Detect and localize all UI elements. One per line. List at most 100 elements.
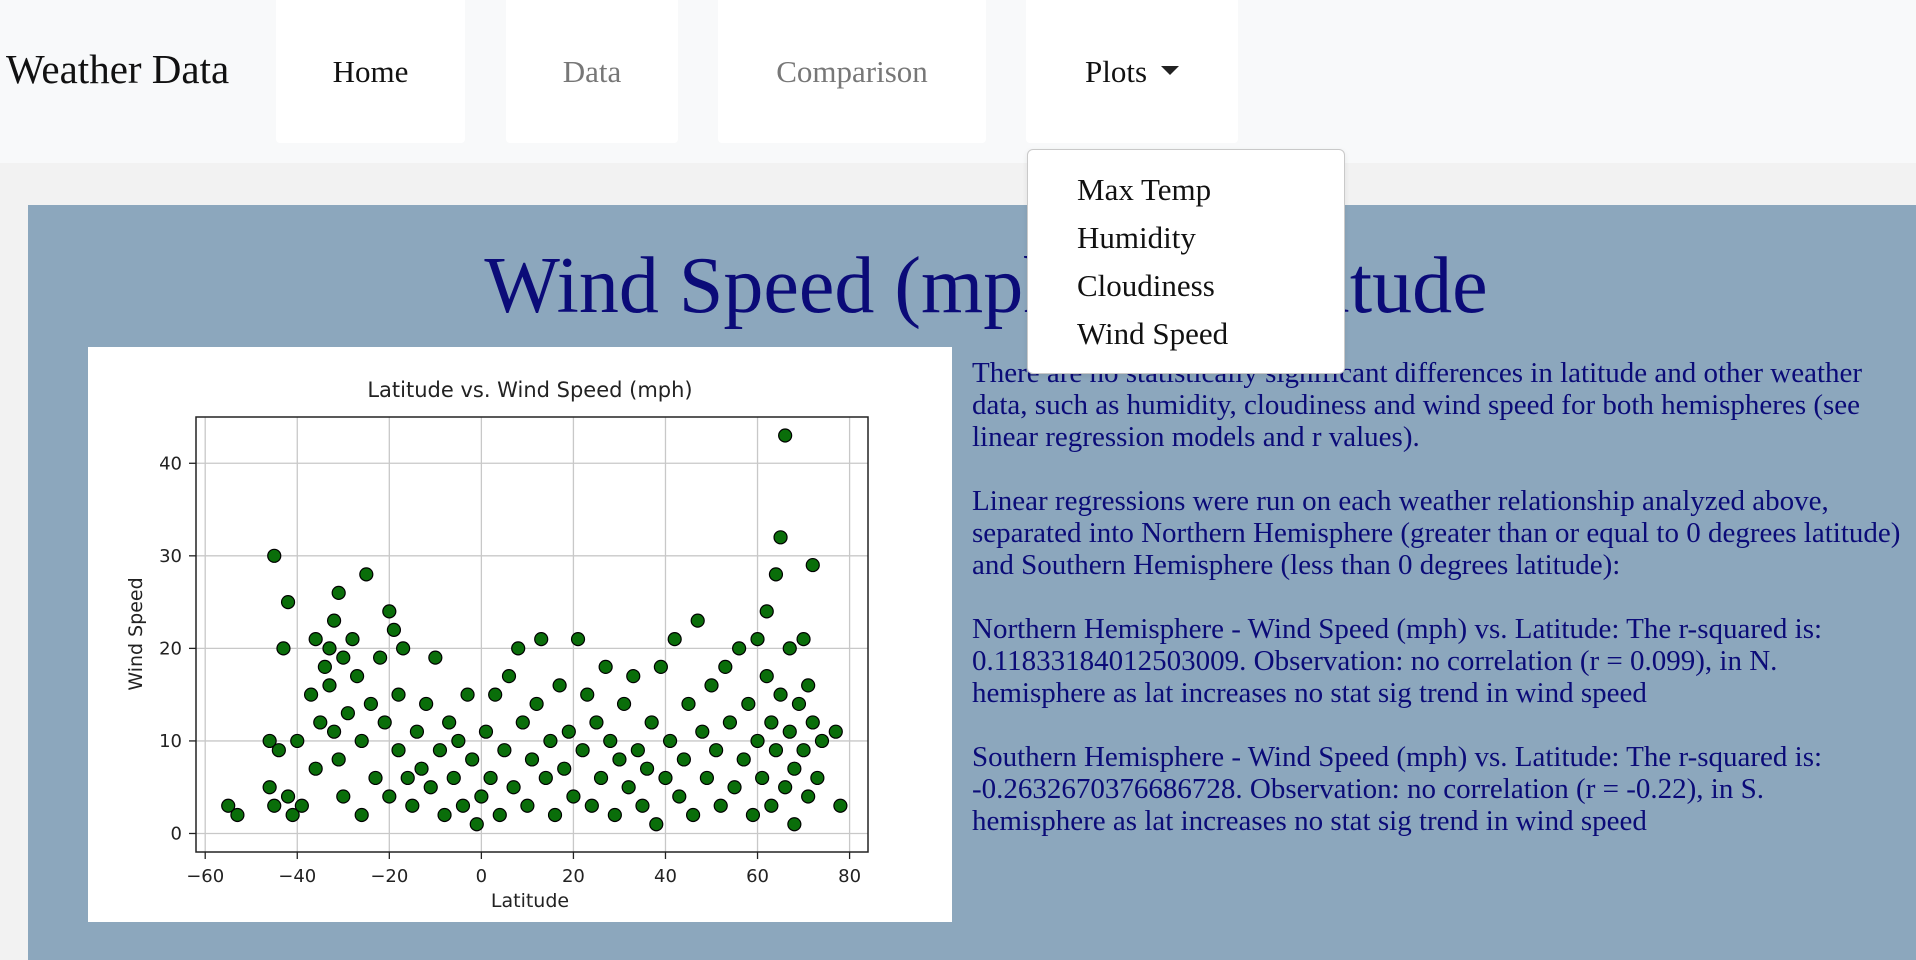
data-point (230, 807, 245, 823)
data-point (612, 752, 627, 767)
dropdown-item-max-temp[interactable]: Max Temp (1077, 172, 1212, 207)
data-point (722, 715, 738, 730)
data-point (649, 817, 664, 832)
chart-title: Latitude vs. Wind Speed (mph) (367, 378, 692, 402)
data-point (414, 761, 429, 776)
data-point (515, 715, 530, 730)
data-point (570, 632, 586, 647)
data-point (566, 789, 581, 804)
nav-home[interactable]: Home (276, 0, 465, 143)
data-point (308, 632, 323, 647)
data-point (773, 530, 788, 545)
data-point (501, 669, 517, 684)
data-point (469, 817, 484, 832)
dropdown-item-wind-speed[interactable]: Wind Speed (1077, 316, 1229, 351)
data-point (672, 789, 687, 804)
data-point (787, 817, 802, 832)
y-tick-label: 20 (159, 638, 182, 659)
nav-data[interactable]: Data (506, 0, 678, 143)
data-point (368, 770, 383, 786)
data-point (382, 789, 397, 804)
data-point (488, 687, 503, 702)
x-tick-label: −60 (186, 866, 224, 887)
data-point (432, 743, 448, 758)
data-point (524, 752, 540, 767)
data-point (446, 770, 461, 786)
data-point (778, 428, 793, 443)
data-point (667, 632, 682, 647)
data-point (575, 743, 590, 758)
data-point (478, 724, 494, 739)
x-tick-label: 60 (746, 866, 769, 887)
data-point (428, 650, 443, 665)
nav-plots-dropdown-toggle[interactable]: Plots (1026, 0, 1238, 143)
data-point (423, 780, 438, 795)
data-point (695, 724, 710, 739)
data-point (741, 696, 756, 712)
navbar: Weather Data Home Data Comparison Plots (0, 0, 1916, 163)
x-tick-label: 20 (562, 866, 585, 887)
data-point (736, 752, 751, 767)
dropdown-item-cloudiness[interactable]: Cloudiness (1077, 268, 1215, 303)
data-point (506, 780, 521, 795)
plot-image: Latitude vs. Wind Speed (mph) Latitude W… (88, 347, 952, 922)
data-point (465, 752, 480, 767)
data-point (607, 807, 622, 823)
x-tick-label: −40 (278, 866, 316, 887)
data-point (534, 632, 549, 647)
data-point (400, 770, 415, 786)
data-point (377, 715, 392, 730)
data-point (405, 798, 420, 813)
data-point (699, 770, 715, 786)
data-point (791, 696, 807, 712)
data-point (593, 770, 609, 786)
data-point (538, 770, 553, 786)
data-point (303, 687, 319, 702)
data-point (391, 687, 406, 702)
data-point (294, 798, 309, 813)
data-point (768, 743, 784, 758)
data-point (616, 696, 632, 712)
brand-logo[interactable]: Weather Data (6, 46, 230, 92)
data-point (759, 669, 774, 684)
data-point (814, 733, 830, 749)
analysis-paragraph: Northern Hemisphere - Wind Speed (mph) v… (972, 613, 1823, 709)
y-tick-label: 10 (159, 731, 182, 752)
data-point (382, 604, 397, 619)
page-title: Wind Speed (mph) vs. Latitude (484, 242, 1488, 330)
data-point (409, 724, 425, 739)
data-point (750, 733, 765, 749)
y-tick-label: 0 (171, 823, 182, 844)
data-point (676, 752, 691, 767)
data-point (778, 780, 793, 795)
data-point (557, 761, 572, 776)
data-point (442, 715, 457, 730)
x-tick-label: 80 (838, 866, 861, 887)
data-point (718, 659, 733, 674)
y-tick-label: 40 (159, 453, 182, 474)
analysis-text: There are no statistically significant d… (972, 357, 1902, 869)
data-point (750, 632, 765, 647)
plots-dropdown-menu: Max Temp Humidity Cloudiness Wind Speed (1027, 149, 1345, 374)
data-point (690, 613, 705, 628)
data-point (598, 659, 613, 674)
data-point (373, 650, 388, 665)
data-point (221, 798, 236, 813)
x-tick-label: 40 (654, 866, 677, 887)
data-point (782, 641, 797, 656)
dropdown-item-humidity[interactable]: Humidity (1077, 220, 1196, 255)
data-point (331, 752, 346, 767)
nav-comparison[interactable]: Comparison (718, 0, 986, 143)
data-point (801, 678, 816, 693)
data-point (626, 669, 641, 684)
data-point (768, 567, 784, 582)
data-point (271, 743, 286, 758)
data-point (764, 715, 779, 730)
plot-frame (195, 416, 869, 853)
data-point (451, 733, 466, 749)
data-point (276, 641, 291, 656)
data-point (709, 743, 724, 758)
data-point (280, 789, 296, 804)
data-point (662, 733, 678, 749)
x-tick-label: −20 (370, 866, 408, 887)
